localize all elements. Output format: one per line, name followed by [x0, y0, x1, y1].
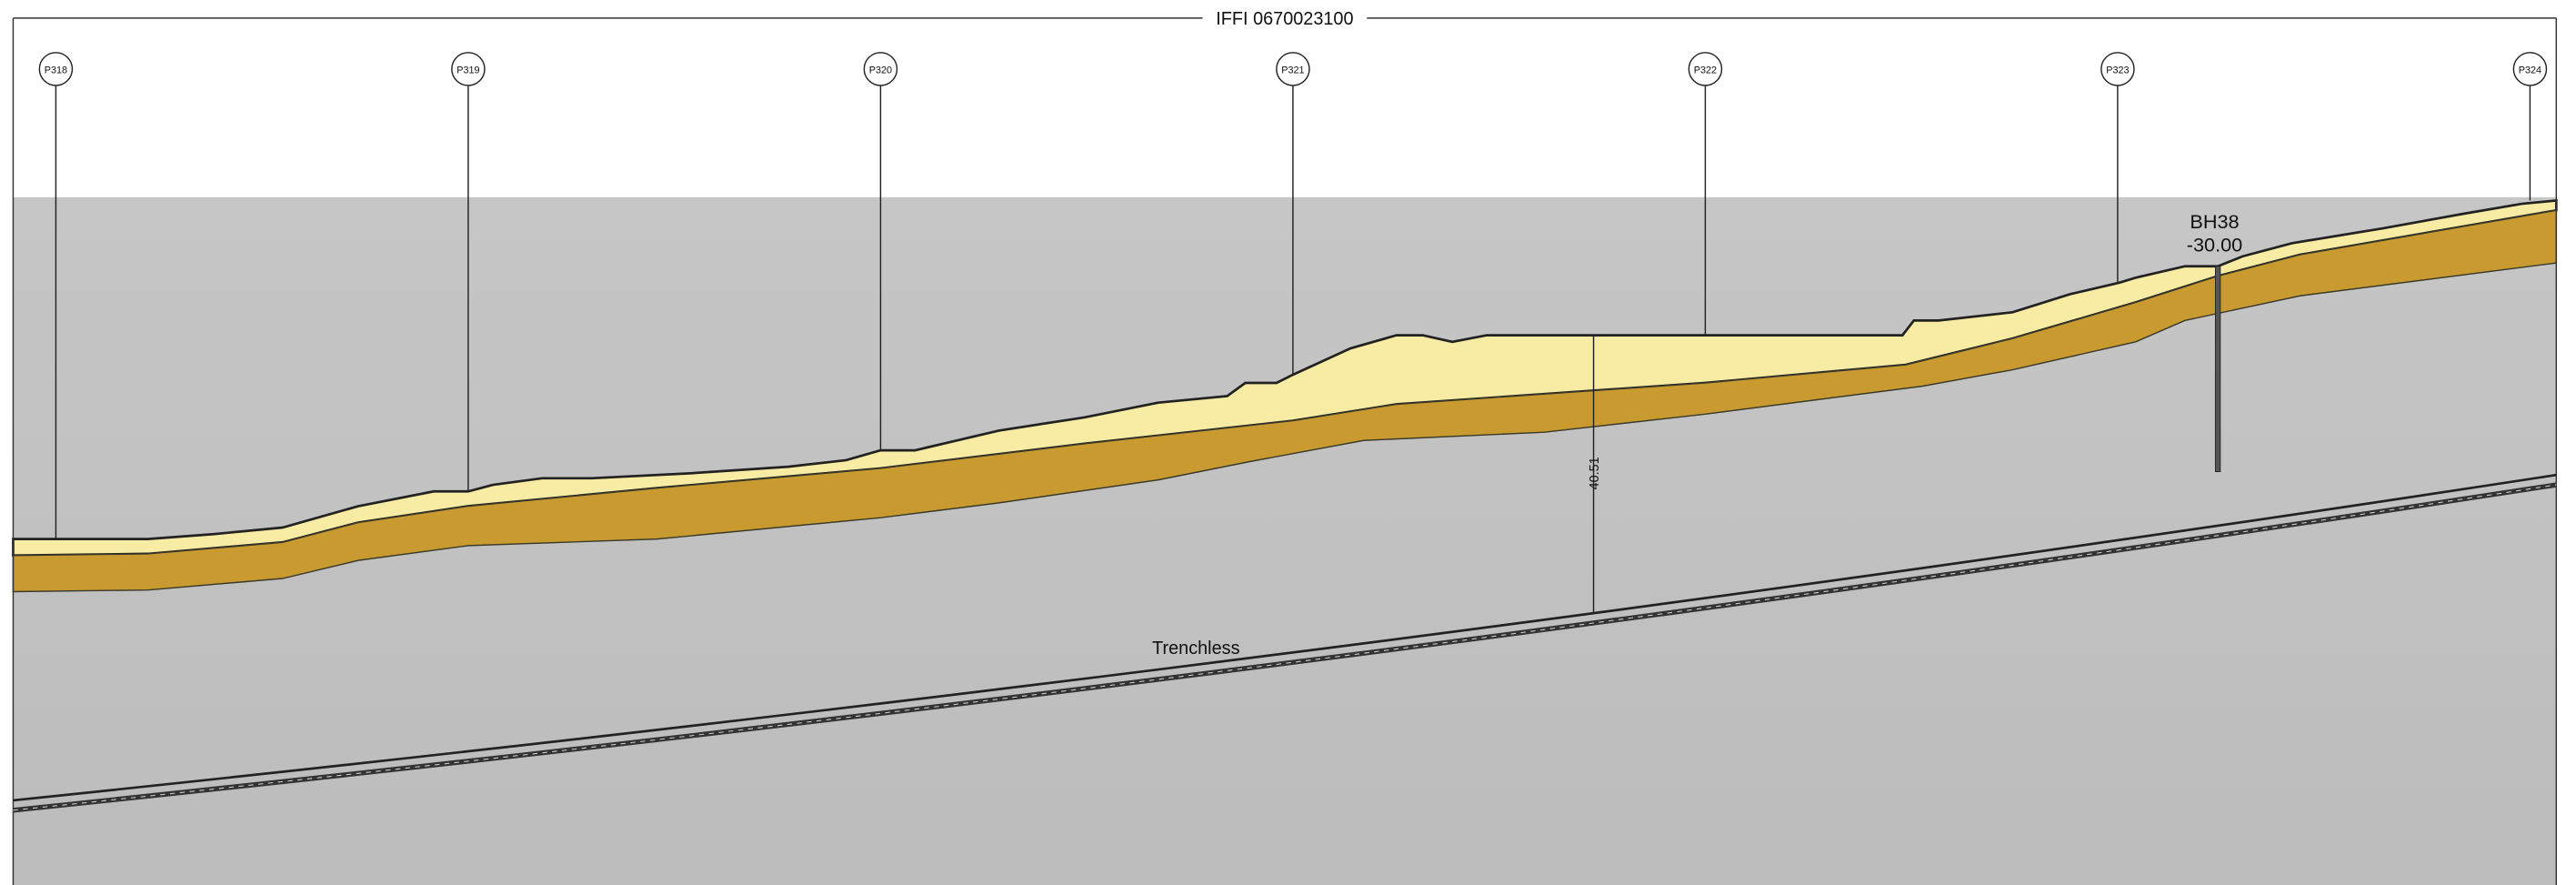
marker-circle — [2512, 52, 2548, 86]
marker-label: P324 — [2519, 65, 2541, 75]
borehole — [2214, 266, 2221, 473]
borehole-depth: -30.00 — [2187, 233, 2242, 256]
marker-label: P322 — [1694, 65, 1717, 75]
marker-circle — [2100, 52, 2135, 86]
brown-layer — [12, 209, 2558, 593]
marker-circle — [1276, 52, 1310, 86]
pipe-dash — [13, 484, 2557, 811]
marker-label: P319 — [456, 65, 479, 75]
marker-label: P320 — [869, 65, 892, 75]
title: IFFI 0670023100 — [1216, 9, 1353, 29]
markers: P318 P319 P320 P321 P322 P323 P324 — [38, 52, 2548, 539]
marker-circle — [38, 52, 74, 86]
marker-label: P323 — [2106, 65, 2129, 75]
borehole-name: BH38 — [2190, 210, 2239, 233]
pipe-top — [13, 473, 2557, 802]
marker-circle — [1688, 52, 1723, 86]
marker-label: P318 — [45, 65, 67, 75]
dimension-label: 40.51 — [1588, 457, 1602, 489]
pipe-label: Trenchless — [1152, 639, 1239, 659]
marker-circle — [863, 52, 898, 86]
marker-circle — [451, 52, 486, 86]
marker-label: P321 — [1281, 65, 1304, 75]
